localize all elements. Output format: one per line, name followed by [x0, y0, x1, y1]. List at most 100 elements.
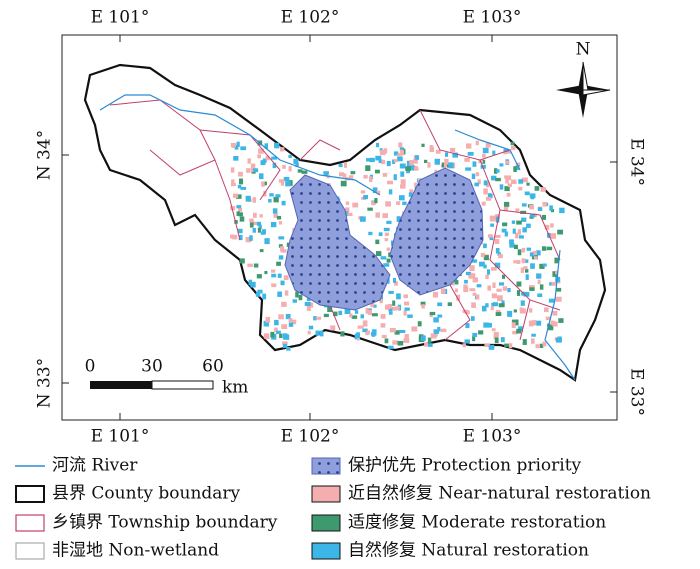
patch: [420, 301, 426, 306]
north-label: N: [576, 40, 591, 60]
patch: [380, 314, 386, 319]
patch: [464, 279, 468, 284]
patch: [384, 232, 389, 237]
patch: [487, 285, 492, 291]
patch: [500, 337, 505, 343]
patch: [483, 264, 487, 269]
patch: [469, 288, 476, 292]
patch: [273, 196, 279, 203]
patch: [403, 338, 410, 343]
patch: [466, 143, 472, 149]
patch: [421, 335, 426, 341]
patch: [492, 282, 496, 288]
patch: [463, 286, 469, 293]
patch: [252, 228, 256, 233]
patch: [283, 275, 289, 281]
patch: [522, 227, 527, 233]
patch: [399, 163, 406, 169]
patch: [270, 222, 277, 228]
lon-label: E 101°: [91, 427, 150, 447]
patch: [259, 249, 264, 253]
patch: [375, 239, 380, 245]
patch: [355, 310, 359, 314]
patch: [488, 344, 495, 350]
patch: [508, 343, 513, 349]
patch: [351, 315, 358, 319]
patch: [376, 142, 380, 148]
patch: [275, 194, 281, 198]
patch: [397, 156, 403, 162]
patch: [375, 212, 380, 218]
patch: [484, 343, 491, 347]
patch: [374, 198, 378, 204]
patch: [415, 155, 420, 160]
patch: [517, 249, 522, 256]
patch: [494, 168, 498, 174]
patch: [363, 174, 368, 179]
patch: [363, 195, 369, 200]
patch: [529, 205, 535, 210]
patch: [379, 299, 383, 304]
patch: [542, 202, 547, 207]
patch: [230, 206, 236, 211]
patch: [521, 258, 526, 264]
patch: [276, 261, 281, 266]
patch: [349, 313, 353, 318]
patch: [516, 260, 521, 264]
patch: [237, 228, 243, 234]
patch: [342, 173, 347, 178]
patch: [536, 273, 542, 279]
patch: [434, 169, 438, 174]
patch: [246, 168, 251, 173]
patch: [281, 324, 288, 330]
patch: [471, 259, 478, 263]
patch: [555, 337, 562, 343]
patch: [261, 181, 265, 187]
patch: [347, 212, 353, 216]
patch: [288, 322, 294, 327]
scale-bar: 0 30 60 km: [85, 357, 249, 398]
patch: [233, 156, 239, 161]
patch: [345, 201, 350, 205]
patch: [404, 301, 410, 306]
patch: [283, 176, 290, 182]
patch: [487, 234, 493, 238]
patch: [529, 285, 535, 290]
patch: [437, 302, 443, 307]
patch: [375, 169, 380, 174]
patch: [288, 318, 293, 323]
rivers: [99, 94, 576, 381]
scale-unit: km: [222, 378, 248, 398]
patch: [297, 169, 303, 173]
patch: [537, 293, 543, 298]
patch: [506, 175, 512, 181]
patch: [369, 157, 375, 163]
patch: [514, 244, 518, 250]
patch: [498, 254, 503, 259]
patch: [494, 239, 500, 245]
patch: [236, 205, 242, 209]
patch: [263, 333, 270, 339]
patch: [411, 326, 418, 332]
patch: [393, 159, 398, 163]
patch: [520, 267, 525, 273]
patch: [261, 229, 266, 234]
patch: [552, 321, 558, 327]
legend-label: 非湿地 Non-wetland: [52, 541, 219, 561]
patch: [238, 212, 243, 217]
patch: [298, 294, 303, 301]
patch: [504, 343, 510, 347]
patch: [385, 304, 390, 310]
patch: [523, 292, 530, 297]
patch: [556, 287, 562, 292]
patch: [501, 300, 505, 305]
patch: [371, 313, 378, 317]
patch: [482, 147, 489, 154]
patch: [402, 201, 407, 205]
patch: [399, 195, 405, 201]
patch: [513, 260, 519, 264]
patch: [429, 313, 433, 318]
patch: [330, 325, 336, 331]
patch: [370, 301, 375, 308]
patch: [497, 295, 503, 302]
